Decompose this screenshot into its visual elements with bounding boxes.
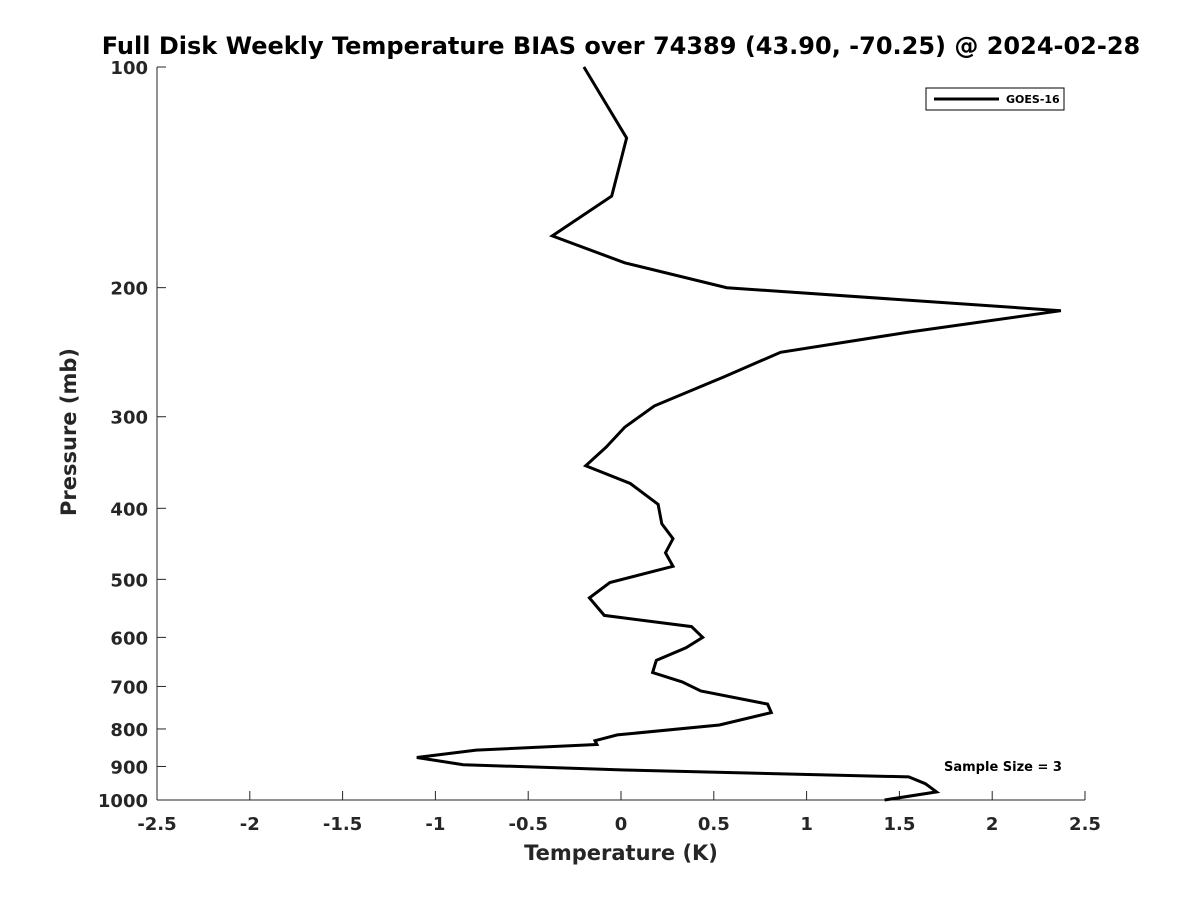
- sample-size-annotation: Sample Size = 3: [944, 760, 1062, 775]
- chart-title: Full Disk Weekly Temperature BIAS over 7…: [102, 32, 1141, 60]
- y-tick-label: 400: [110, 499, 148, 520]
- y-tick-label: 900: [110, 757, 148, 778]
- x-tick-label: -0.5: [509, 814, 548, 835]
- x-tick-label: 1: [800, 814, 813, 835]
- x-tick-label: -1.5: [323, 814, 362, 835]
- y-tick-label: 300: [110, 408, 148, 429]
- x-tick-label: 0: [615, 814, 628, 835]
- x-tick-label: -2.5: [137, 814, 176, 835]
- x-tick-label: -1: [425, 814, 445, 835]
- x-tick-label: -2: [240, 814, 260, 835]
- legend: GOES-16: [925, 87, 1065, 111]
- x-tick-label: 2.5: [1069, 814, 1101, 835]
- x-tick-label: 0.5: [698, 814, 730, 835]
- y-tick-label: 800: [110, 720, 148, 741]
- y-axis-label: Pressure (mb): [57, 348, 81, 516]
- x-tick-label: 2: [986, 814, 999, 835]
- y-tick-label: 700: [110, 677, 148, 698]
- y-tick-label: 600: [110, 628, 148, 649]
- legend-entry-goes-16: GOES-16: [1006, 93, 1060, 106]
- x-tick-label: 1.5: [883, 814, 915, 835]
- y-tick-label: 100: [110, 58, 148, 79]
- plot-area: -2.5 -2 -1.5 -1 -0.5 0 0.5 1 1.5 2 2.5 100 200 300 400…: [98, 58, 1101, 835]
- y-tick-label: 500: [110, 570, 148, 591]
- y-tick-label: 200: [110, 279, 148, 300]
- y-tick-label: 1000: [98, 791, 148, 812]
- x-axis-label: Temperature (K): [524, 841, 718, 865]
- series-line-goes-16: [416, 66, 1062, 802]
